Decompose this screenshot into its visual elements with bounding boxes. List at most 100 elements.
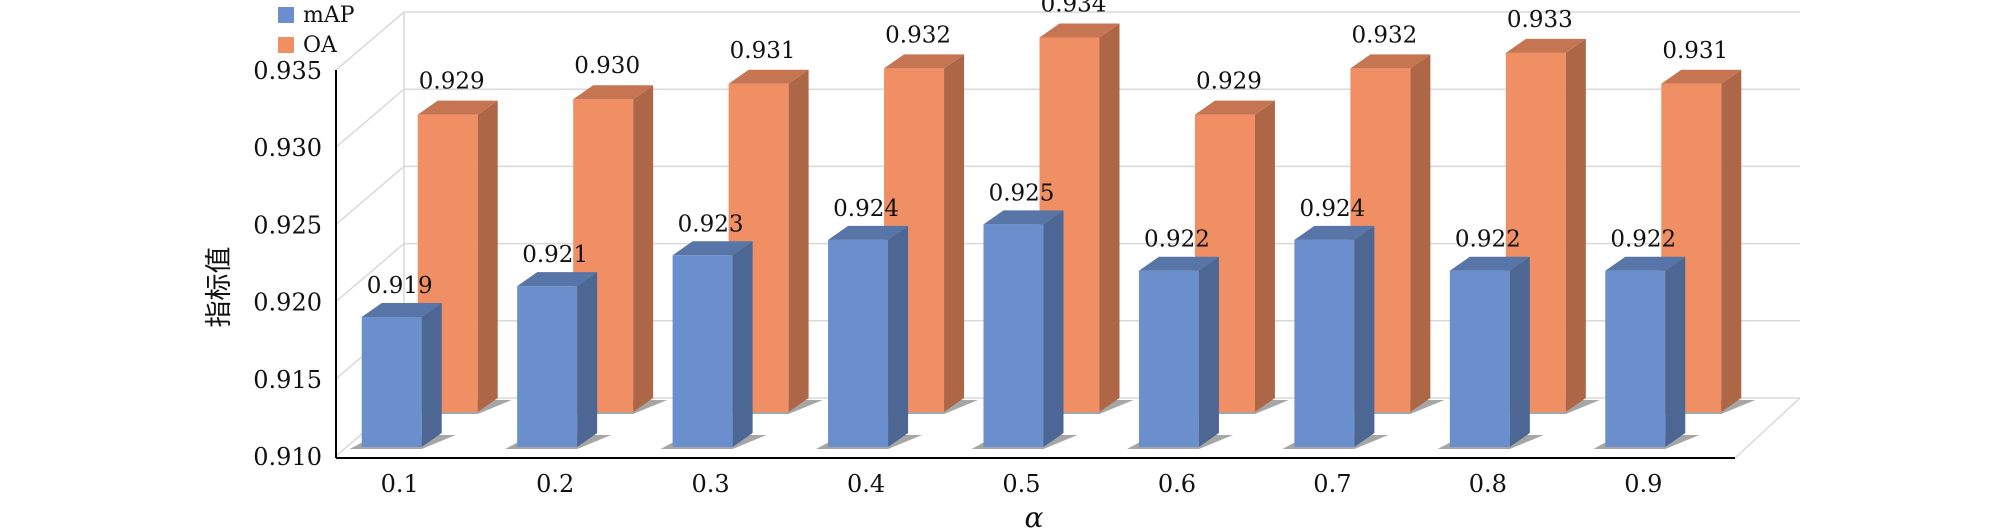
- bar-map: [816, 225, 923, 449]
- y-tick-label: 0.920: [253, 289, 322, 317]
- floor-right-edge: [1734, 397, 1801, 459]
- bar-oa-top: [1194, 100, 1275, 115]
- bar-oa-side: [1721, 69, 1742, 412]
- data-label-map: 0.925: [989, 180, 1055, 206]
- bar-oa-top: [417, 100, 498, 115]
- bar-map-front: [1138, 270, 1199, 447]
- bar-oa-top: [884, 54, 965, 69]
- x-tick-label: 0.6: [1158, 470, 1196, 498]
- labels: 0.910 0.915 0.920 0.925 0.930 0.935 0.929 0.919…: [253, 0, 1728, 498]
- data-label-map: 0.919: [367, 273, 433, 299]
- data-label-oa: 0.932: [1351, 22, 1417, 48]
- x-tick-label: 0.9: [1624, 470, 1662, 498]
- bar-map: [1437, 256, 1544, 449]
- data-label-map: 0.924: [1299, 196, 1365, 222]
- legend-swatch-map: [278, 7, 294, 23]
- bar-map: [349, 303, 456, 449]
- bar-map: [660, 241, 767, 449]
- bar-map: [1126, 256, 1233, 449]
- map-bars: [349, 210, 1700, 449]
- bar-map-front: [983, 224, 1044, 447]
- bar-oa-side: [477, 100, 498, 412]
- bar-map-side: [1354, 225, 1375, 447]
- bar-oa-side: [788, 69, 809, 412]
- bar-oa: [1649, 69, 1756, 414]
- bar-map-side: [577, 272, 598, 447]
- bar-map: [505, 272, 612, 449]
- bar-map-top: [828, 225, 909, 240]
- bar-oa-side: [1254, 100, 1275, 412]
- legend-swatch-oa: [278, 37, 294, 53]
- bar-oa-side: [1565, 38, 1586, 412]
- data-label-map: 0.924: [833, 196, 899, 222]
- bar-map-front: [1294, 239, 1355, 447]
- bar-map-side: [1665, 256, 1686, 447]
- bar-map-top: [983, 210, 1064, 225]
- bar-map-top: [1449, 256, 1530, 271]
- gridline-side: [335, 243, 405, 303]
- bar-oa-side: [1099, 23, 1120, 412]
- bar-map-top: [1294, 225, 1375, 240]
- x-tick-label: 0.5: [1002, 470, 1040, 498]
- bar-map-side: [1198, 256, 1219, 447]
- bar-oa-side: [1410, 54, 1431, 412]
- data-label-oa: 0.929: [419, 69, 485, 95]
- bar-map-top: [361, 303, 442, 318]
- bar-map-top: [1138, 256, 1219, 271]
- bar-map-front: [1605, 270, 1666, 447]
- data-label-oa: 0.931: [1662, 38, 1728, 64]
- bar-map-side: [1509, 256, 1530, 447]
- y-tick-label: 0.915: [253, 366, 322, 394]
- bar-oa-top: [1350, 54, 1431, 69]
- gridline-side: [335, 88, 405, 148]
- bar-map: [1282, 225, 1389, 449]
- bar-map-front: [361, 317, 422, 447]
- data-label-oa: 0.934: [1041, 0, 1107, 17]
- data-label-map: 0.923: [678, 211, 744, 237]
- x-tick-label: 0.8: [1469, 470, 1507, 498]
- bar-oa-top: [573, 85, 654, 100]
- oa-bars: [405, 23, 1756, 414]
- bar-map-front: [517, 286, 578, 447]
- bar-map-side: [888, 225, 909, 447]
- bar-oa-top: [1661, 69, 1742, 84]
- x-tick-label: 0.1: [381, 470, 419, 498]
- y-tick-label: 0.910: [253, 443, 322, 471]
- bar-map-top: [517, 272, 598, 287]
- legend: mAP OA: [278, 3, 355, 58]
- bar-map-front: [672, 255, 733, 447]
- data-label-oa: 0.931: [730, 38, 796, 64]
- bar-oa-top: [728, 69, 809, 84]
- x-tick-label: 0.2: [536, 470, 574, 498]
- bar-oa-side: [944, 54, 965, 412]
- legend-label-map: mAP: [303, 3, 355, 28]
- bar-oa-top: [1505, 38, 1586, 53]
- gridline-side: [335, 165, 405, 225]
- x-axis-title: α: [1025, 501, 1044, 532]
- bar-map: [1593, 256, 1700, 449]
- data-label-map: 0.922: [1455, 227, 1521, 253]
- bar-map-front: [1449, 270, 1510, 447]
- data-label-oa: 0.929: [1196, 69, 1262, 95]
- gridline-side: [335, 11, 405, 71]
- y-tick-label: 0.930: [253, 134, 322, 162]
- x-tick-label: 0.3: [692, 470, 730, 498]
- bar-oa-top: [1039, 23, 1120, 38]
- x-tick-label: 0.7: [1313, 470, 1351, 498]
- bar-map-front: [828, 239, 889, 447]
- data-label-map: 0.922: [1144, 227, 1210, 253]
- y-tick-label: 0.925: [253, 211, 322, 239]
- bar-map-side: [732, 241, 753, 447]
- bar-oa-side: [633, 85, 654, 412]
- data-label-oa: 0.932: [885, 22, 951, 48]
- data-label-oa: 0.930: [574, 53, 640, 79]
- legend-label-oa: OA: [303, 33, 338, 58]
- axes: [335, 70, 1735, 459]
- data-label-map: 0.922: [1610, 227, 1676, 253]
- data-label-map: 0.921: [522, 242, 588, 268]
- data-label-oa: 0.933: [1507, 7, 1573, 33]
- y-tick-label: 0.935: [253, 57, 322, 85]
- bar-map-top: [1605, 256, 1686, 271]
- bar-map-top: [672, 241, 753, 256]
